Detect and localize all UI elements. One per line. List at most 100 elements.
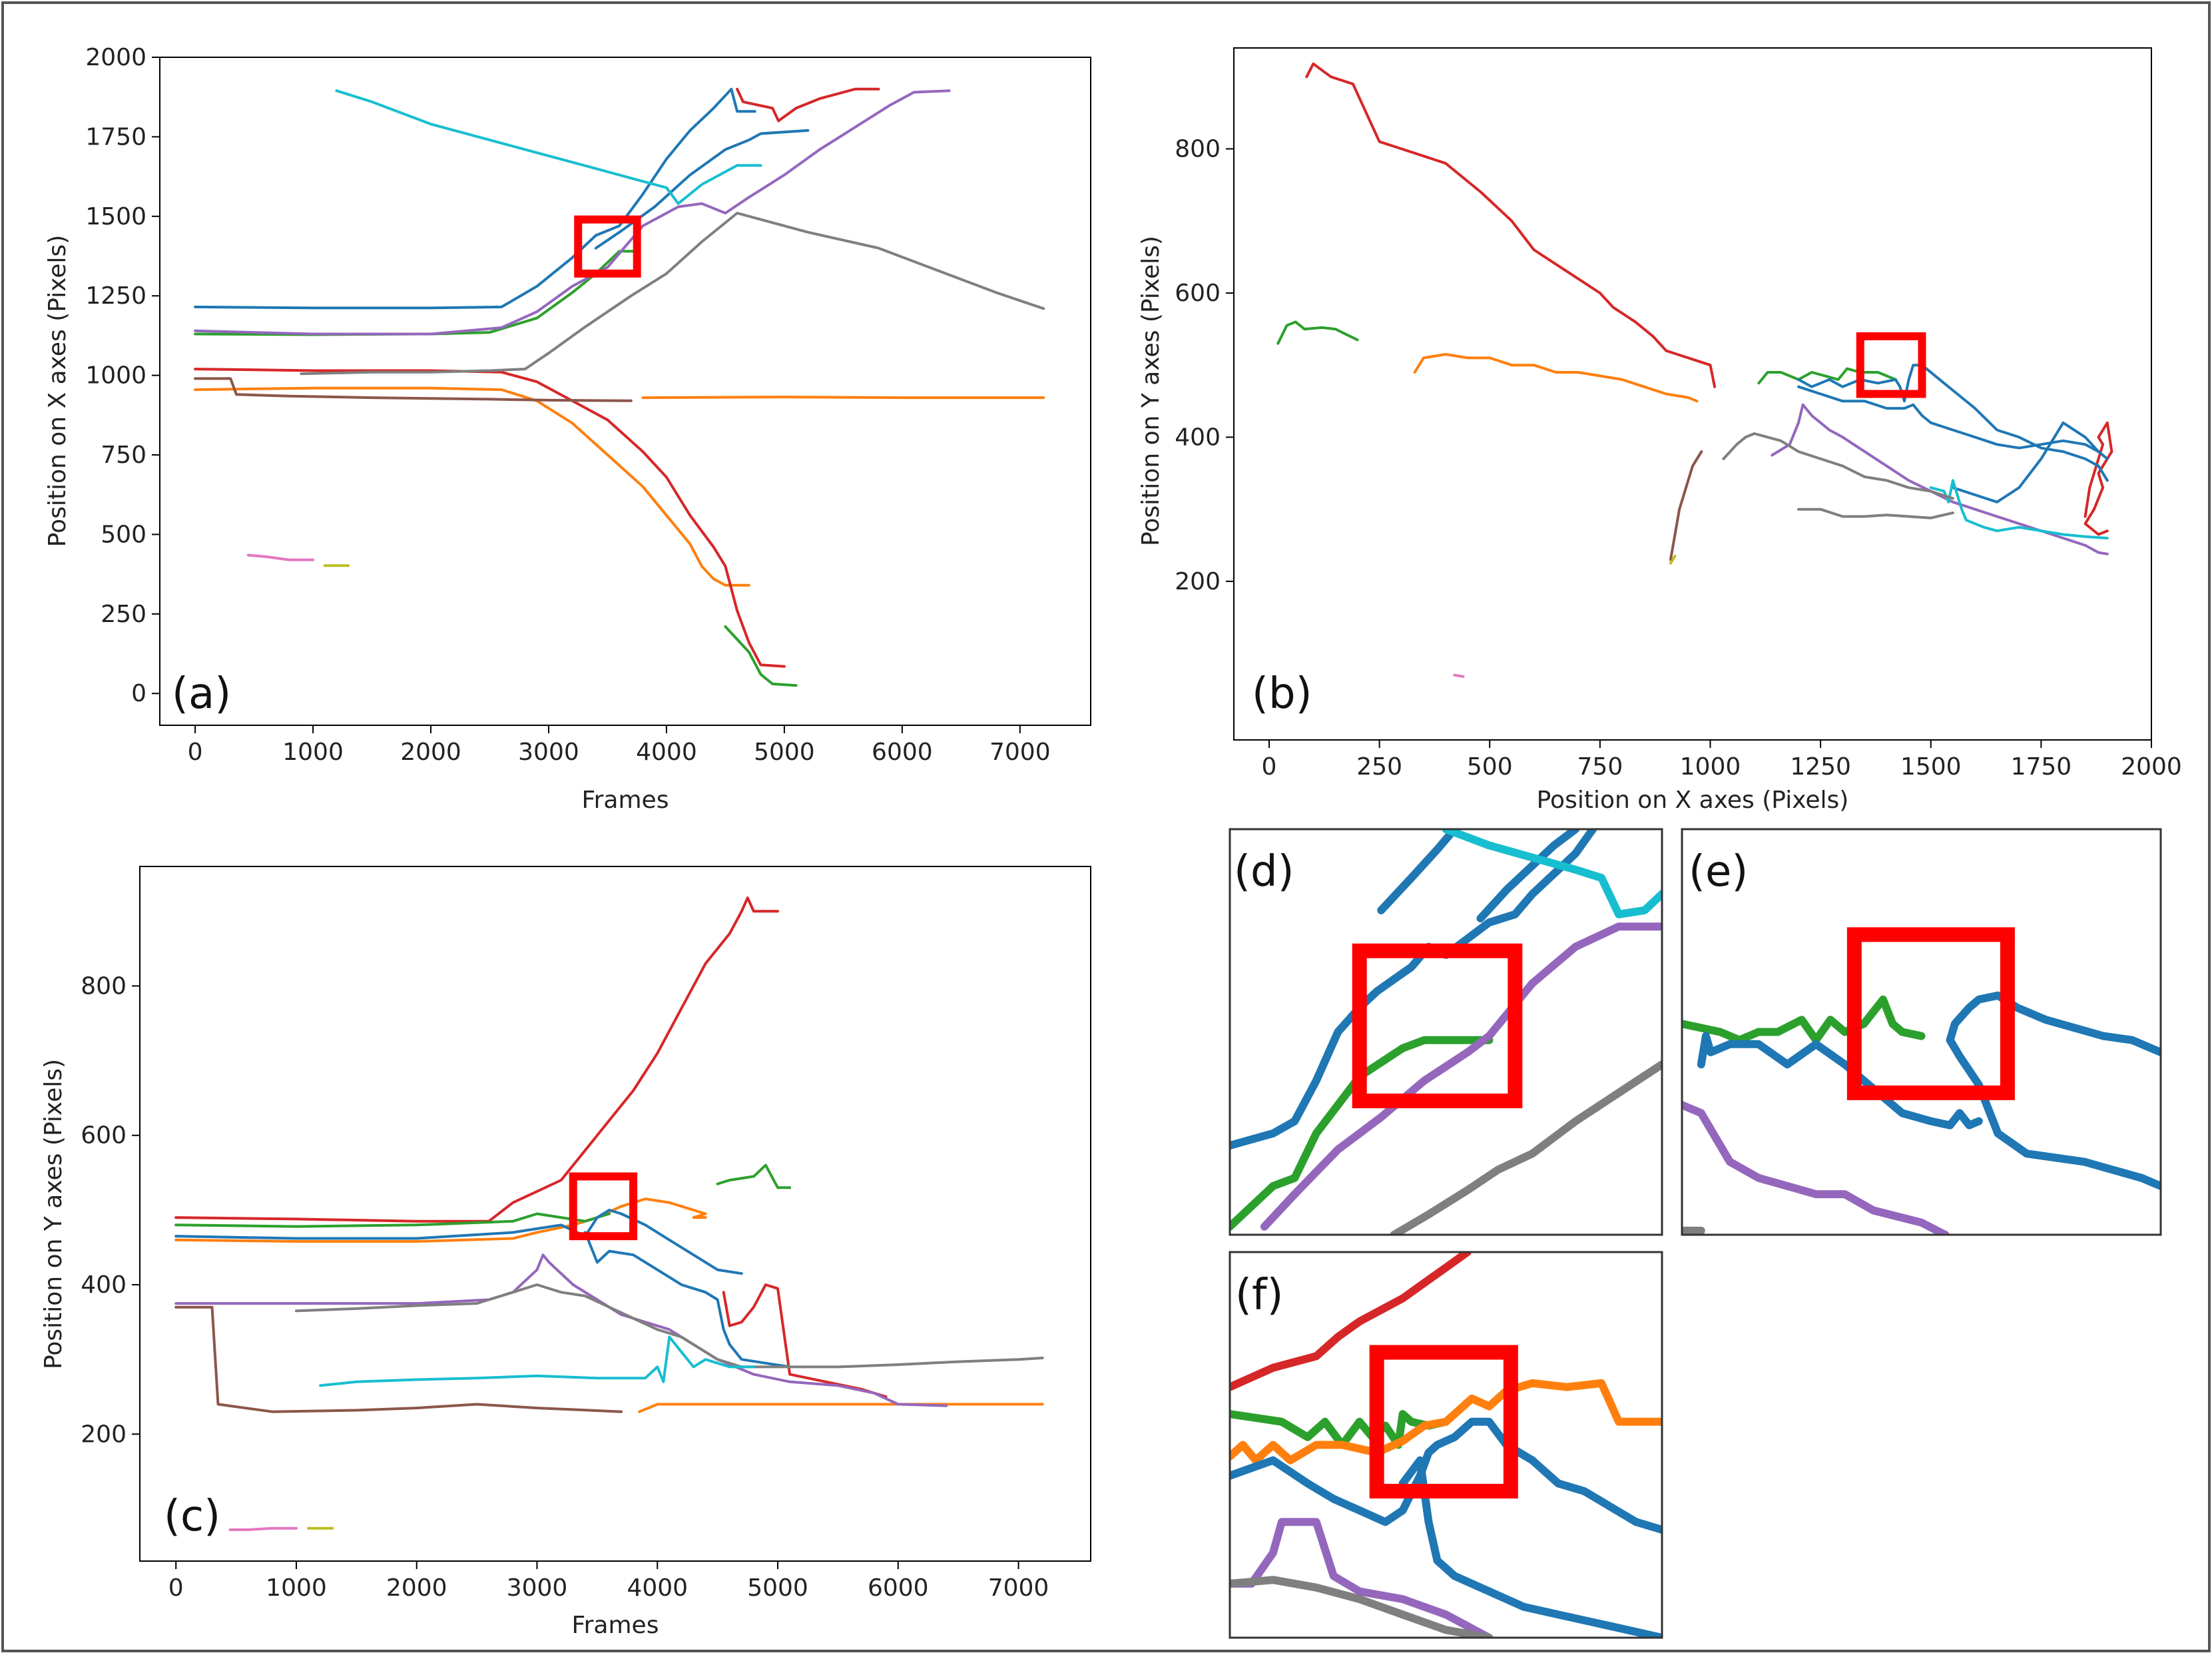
series-c-blue	[174, 1208, 743, 1275]
panel-b-ylabel: Position on Y axes (Pixels)	[1137, 236, 1165, 546]
panel-f-label: (f)	[1235, 1271, 1283, 1320]
panel-e-frame	[1681, 828, 2162, 1236]
panel-f-frame	[1229, 1251, 1663, 1639]
y-tick-label: 800	[1175, 136, 1221, 163]
y-tick-label: 2000	[85, 44, 146, 71]
y-tick-label: 1000	[85, 362, 146, 390]
series-f-blue	[1230, 1417, 1662, 1534]
series-e-blue-2	[1946, 991, 2161, 1056]
series-a-orange-2	[641, 396, 1045, 400]
series-e-blue-3	[1946, 1036, 2161, 1190]
x-tick-label: 750	[1577, 753, 1623, 781]
series-c-blue-2	[583, 1231, 792, 1369]
series-f-blue-2	[1398, 1456, 1662, 1638]
panel-f: (f)	[1229, 1251, 1663, 1639]
series-d-purple	[1260, 922, 1662, 1231]
x-tick-label: 0	[188, 739, 203, 766]
series-f-orange	[1230, 1379, 1662, 1465]
panel-c-highlight-box	[569, 1172, 638, 1241]
y-tick-label: 600	[81, 1122, 127, 1150]
series-a-red-2	[736, 87, 880, 123]
x-tick-label: 4000	[636, 739, 697, 766]
x-tick-label: 500	[1467, 753, 1513, 781]
series-e-blue	[1697, 1032, 1983, 1130]
series-b-cyan	[1929, 479, 2109, 539]
x-tick-label: 5000	[754, 739, 815, 766]
y-tick-label: 1500	[85, 203, 146, 230]
x-tick-label: 250	[1356, 753, 1402, 781]
series-c-red	[174, 896, 779, 1223]
x-tick-label: 1000	[266, 1574, 327, 1602]
series-c-brown	[174, 1305, 623, 1413]
series-d-blue-3	[1476, 829, 1580, 922]
x-tick-label: 6000	[868, 1574, 929, 1602]
series-a-orange	[194, 386, 750, 587]
series-f-red	[1230, 1252, 1472, 1391]
x-tick-label: 1000	[282, 739, 344, 766]
series-a-pink	[246, 553, 315, 561]
series-b-brown	[1669, 450, 1703, 561]
series-b-pink	[1453, 673, 1465, 678]
series-c-orange-2	[638, 1403, 1044, 1413]
panel-a-frame	[159, 57, 1091, 726]
series-b-orange	[1413, 353, 1699, 403]
panel-b-x-ticks: 0 250 500 750 1000 1250 1500 1750 2000	[1262, 740, 2182, 781]
y-tick-label: 250	[101, 601, 146, 628]
panel-b-y-ticks: 200 400 600 800	[1175, 136, 1234, 595]
panel-a-highlight-box	[574, 215, 641, 278]
panel-b-label: (b)	[1252, 669, 1312, 719]
x-tick-label: 5000	[747, 1574, 808, 1602]
series-c-gray	[295, 1283, 1044, 1369]
series-c-pink	[228, 1526, 298, 1531]
series-b-olive	[1669, 555, 1677, 565]
series-b-green	[1276, 320, 1359, 345]
panel-d-series	[1230, 829, 1662, 1235]
series-b-gray	[1722, 432, 1954, 500]
panel-c-x-ticks: 0 1000 2000 3000 4000 5000 6000 7000	[168, 1561, 1049, 1602]
panel-e-label: (e)	[1689, 847, 1748, 896]
x-tick-label: 0	[168, 1574, 184, 1602]
panel-b-series	[1276, 62, 2113, 678]
panel-e: (e)	[1681, 828, 2162, 1236]
series-a-gray	[300, 212, 1045, 376]
x-tick-label: 2000	[2121, 753, 2182, 781]
series-c-green	[174, 1212, 611, 1228]
series-b-blue-3	[1951, 421, 2100, 503]
series-b-red	[1305, 62, 1717, 388]
y-tick-label: 200	[1175, 568, 1221, 595]
x-tick-label: 7000	[989, 739, 1051, 766]
series-f-purple	[1230, 1518, 1494, 1638]
series-b-green-2	[1757, 367, 1897, 385]
panel-c-ylabel: Position on Y axes (Pixels)	[40, 1059, 67, 1369]
panel-f-series	[1230, 1252, 1662, 1638]
series-a-cyan	[335, 89, 762, 205]
panel-d: (d)	[1229, 828, 1663, 1236]
panel-c-xlabel: Frames	[572, 1612, 659, 1639]
panel-d-highlight-box	[1352, 943, 1523, 1109]
series-e-purple	[1682, 1101, 1950, 1235]
panel-a-xlabel: Frames	[582, 787, 669, 814]
y-tick-label: 400	[81, 1271, 127, 1299]
panel-e-highlight-box	[1846, 927, 2015, 1100]
x-tick-label: 4000	[627, 1574, 688, 1602]
y-tick-label: 500	[101, 521, 146, 548]
series-a-blue	[194, 87, 756, 310]
series-b-blue	[1797, 364, 2109, 482]
y-tick-label: 400	[1175, 424, 1221, 451]
panel-a-x-ticks: 0 1000 2000 3000 4000 5000 6000 7000	[188, 725, 1051, 766]
panel-f-highlight-box	[1369, 1345, 1518, 1498]
series-b-gray-2	[1797, 507, 1954, 519]
x-tick-label: 2000	[386, 1574, 447, 1602]
panel-a-series	[194, 87, 1045, 687]
panel-a-y-ticks: 0 250 500 750 1000 1250 1500 1750 2000	[85, 44, 160, 707]
series-f-gray	[1230, 1576, 1494, 1638]
series-d-gray	[1390, 1060, 1662, 1235]
panel-d-frame	[1229, 828, 1663, 1236]
series-c-cyan	[319, 1335, 755, 1387]
y-tick-label: 0	[131, 680, 146, 707]
x-tick-label: 1750	[2011, 753, 2072, 781]
panel-a: 0 250 500 750 1000 1250 1500 1750 2000 0 1000 2000…	[44, 44, 1091, 814]
y-tick-label: 750	[101, 442, 146, 469]
series-c-green-2	[716, 1163, 792, 1189]
